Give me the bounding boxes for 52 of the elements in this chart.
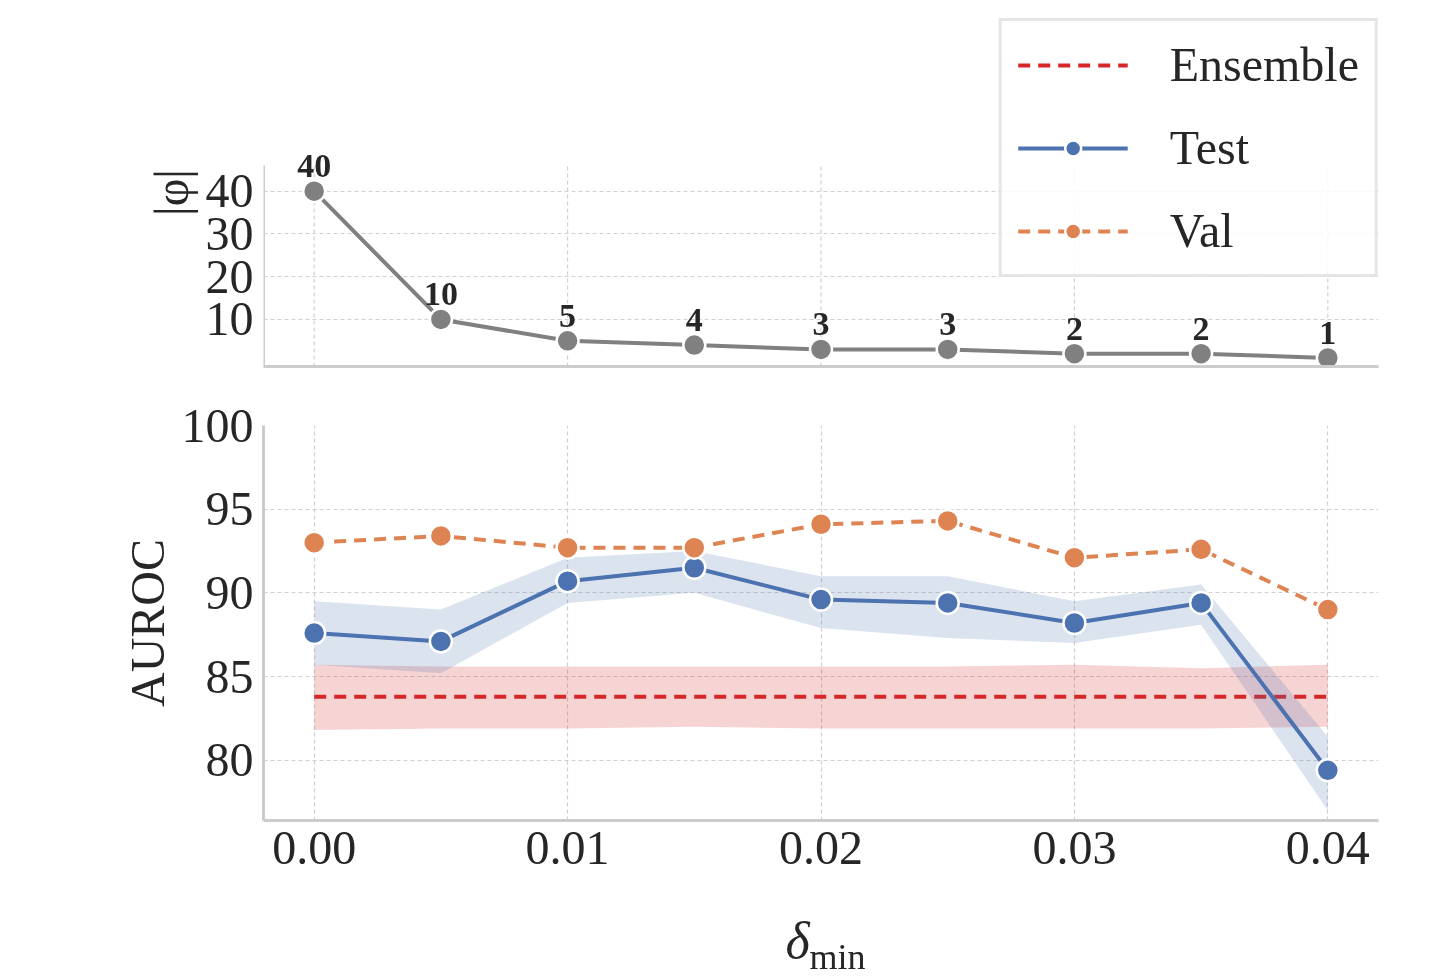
y-tick-label: 90: [205, 565, 254, 619]
x-tick-label: 0.00: [272, 820, 357, 874]
y-axis-title: |φ|: [144, 169, 198, 216]
point: [1188, 537, 1214, 562]
data-label: 5: [559, 296, 577, 334]
data-label: 3: [939, 305, 957, 343]
point: [1188, 341, 1214, 366]
x-tick-label: 0.01: [525, 820, 610, 874]
data-label: 40: [297, 147, 332, 185]
y-tick-label: 100: [181, 398, 254, 452]
point: [555, 535, 580, 560]
data-label: 3: [812, 305, 830, 343]
data-label: 1: [1319, 313, 1337, 351]
legend-label: Ensemble: [1169, 37, 1359, 92]
y-axis-title: AUROC: [120, 538, 174, 708]
point: [555, 568, 580, 594]
point: [301, 178, 327, 204]
point: [1062, 610, 1087, 636]
point: [1062, 341, 1087, 366]
y-tick-label: 85: [205, 649, 254, 703]
point: [1188, 590, 1214, 616]
x-tick-label: 0.03: [1032, 820, 1117, 874]
point: [682, 332, 707, 358]
y-tick-label: 80: [205, 733, 254, 787]
point: [682, 535, 707, 560]
x-axis-title: δ$_{min}$: [785, 912, 866, 976]
point: [935, 590, 960, 616]
point: [1315, 597, 1341, 622]
point: [428, 307, 454, 332]
point: [682, 555, 707, 580]
x-tick-label: 0.04: [1285, 820, 1370, 874]
data-label: 10: [423, 275, 458, 313]
point: [555, 328, 580, 354]
legend-label: Test: [1169, 120, 1250, 175]
point: [428, 629, 454, 654]
point: [808, 587, 834, 612]
point: [301, 620, 327, 646]
point: [1315, 345, 1341, 367]
point: [301, 530, 327, 555]
point: [808, 337, 834, 362]
data-label: 2: [1065, 309, 1083, 347]
data-label: 2: [1192, 309, 1210, 347]
point: [808, 512, 834, 537]
point: [428, 523, 454, 549]
x-tick-label: 0.02: [779, 820, 863, 874]
point: [935, 508, 960, 534]
legend-label: Val: [1169, 203, 1234, 258]
point: [1062, 545, 1087, 570]
point: [935, 337, 960, 362]
point: [1315, 758, 1341, 783]
y-tick-label: 95: [205, 482, 254, 536]
data-label: 4: [685, 301, 703, 339]
